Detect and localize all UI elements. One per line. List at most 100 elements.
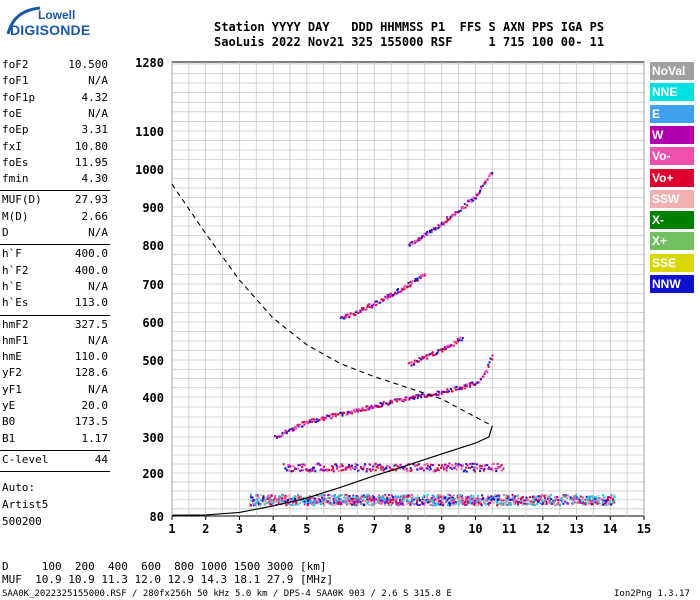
es-point — [431, 497, 433, 499]
es-point — [477, 495, 479, 497]
trace-point — [360, 501, 362, 503]
trace-point — [356, 464, 358, 466]
es-point — [517, 495, 519, 497]
es-point — [577, 497, 579, 499]
trace-point — [311, 418, 313, 420]
es-point — [486, 500, 488, 502]
trace-point — [429, 466, 431, 468]
es-point — [589, 496, 591, 498]
trace-point — [454, 467, 456, 469]
es-point — [436, 496, 438, 498]
es-point — [334, 494, 336, 496]
trace-point — [307, 470, 309, 472]
es-point — [381, 500, 383, 502]
es-point — [599, 504, 601, 506]
es-point — [294, 498, 296, 500]
trace-point — [276, 437, 278, 439]
es-point — [281, 498, 283, 500]
legend-item-x: X- — [650, 211, 694, 229]
es-point — [268, 501, 270, 503]
trace-point — [307, 422, 309, 424]
es-point — [403, 498, 405, 500]
trace-point — [293, 429, 295, 431]
trace-point — [391, 401, 393, 403]
trace-point — [443, 466, 445, 468]
es-point — [583, 498, 585, 500]
trace-point — [481, 465, 483, 467]
trace-point — [426, 396, 428, 398]
es-point — [324, 494, 326, 496]
trace-point — [485, 182, 487, 184]
trace-point — [299, 464, 301, 466]
trace-point — [415, 394, 417, 396]
es-point — [577, 502, 579, 504]
trace-point — [316, 418, 318, 420]
es-point — [355, 499, 357, 501]
trace-point — [487, 179, 489, 181]
trace-point — [387, 298, 389, 300]
trace-point — [412, 243, 414, 245]
es-point — [460, 494, 462, 496]
footer-info-line: SAA0K_2022325155000.RSF / 280fx256h 50 k… — [2, 589, 452, 599]
trace-point — [407, 282, 409, 284]
y-tick-label: 1280 — [135, 56, 164, 70]
es-point — [409, 504, 411, 506]
es-point — [392, 499, 394, 501]
trace-point — [313, 418, 315, 420]
es-point — [476, 504, 478, 506]
es-point — [307, 504, 309, 506]
y-tick-label: 1100 — [135, 125, 164, 139]
es-point — [502, 500, 504, 502]
trace-point — [309, 469, 311, 471]
legend-item-ssw: SSW — [650, 190, 694, 208]
es-point — [567, 494, 569, 496]
trace-point — [430, 464, 432, 466]
es-point — [525, 499, 527, 501]
trace-point — [323, 419, 325, 421]
trace-point — [302, 469, 304, 471]
es-point — [597, 503, 599, 505]
es-point — [427, 500, 429, 502]
trace-point — [410, 242, 412, 244]
trace-point — [403, 399, 405, 401]
es-point — [318, 495, 320, 497]
es-point — [607, 500, 609, 502]
es-point — [529, 501, 531, 503]
trace-point — [412, 280, 414, 282]
es-point — [301, 500, 303, 502]
trace-point — [423, 236, 425, 238]
es-point — [252, 500, 254, 502]
trace-point — [320, 503, 322, 505]
es-point — [407, 496, 409, 498]
trace-point — [301, 466, 303, 468]
es-point — [610, 494, 612, 496]
es-point — [279, 502, 281, 504]
es-point — [491, 498, 493, 500]
es-point — [327, 497, 329, 499]
es-point — [406, 503, 408, 505]
trace-point — [484, 180, 486, 182]
es-point — [377, 501, 379, 503]
es-point — [367, 494, 369, 496]
trace-point — [417, 397, 419, 399]
trace-point — [303, 424, 305, 426]
es-point — [402, 494, 404, 496]
es-point — [304, 501, 306, 503]
trace-point — [351, 465, 353, 467]
es-point — [305, 496, 307, 498]
trace-point — [449, 218, 451, 220]
trace-point — [469, 199, 471, 201]
es-point — [505, 494, 507, 496]
trace-point — [347, 314, 349, 316]
trace-point — [500, 497, 502, 499]
es-point — [517, 503, 519, 505]
es-point — [395, 500, 397, 502]
es-point — [554, 496, 556, 498]
es-point — [422, 498, 424, 500]
es-point — [487, 497, 489, 499]
trace-point — [417, 280, 419, 282]
es-point — [586, 498, 588, 500]
trace-point — [394, 293, 396, 295]
es-point — [340, 494, 342, 496]
es-point — [383, 495, 385, 497]
